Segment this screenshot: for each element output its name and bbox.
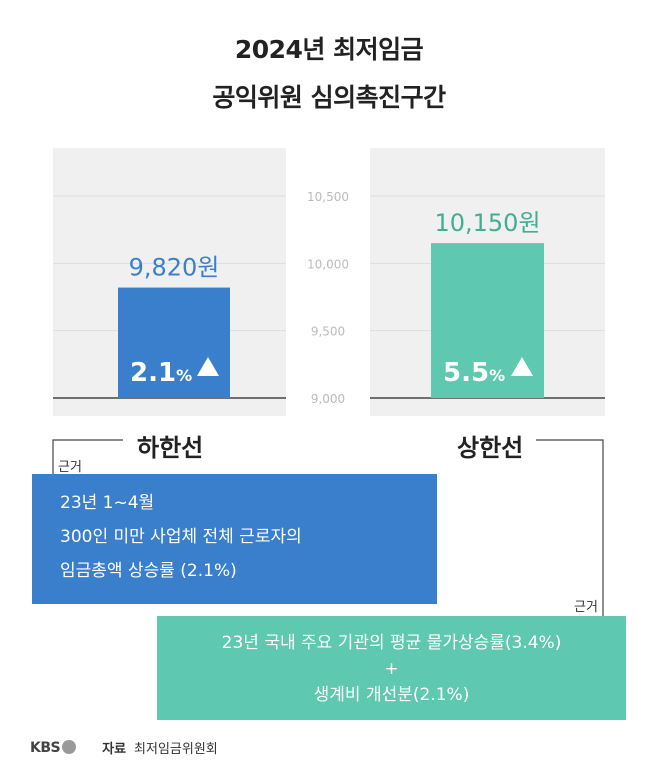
bar-value-label: 10,150원: [434, 209, 540, 237]
chart-title-line1: 2024년 최저임금: [234, 35, 424, 64]
source-key: 자료: [102, 742, 127, 757]
triangle-up-icon: [197, 357, 219, 376]
kbs-logo-icon: [62, 739, 77, 754]
y-tick-label: 9,000: [311, 392, 345, 406]
lower-basis-box: 23년 1~4월 300인 미만 사업체 전체 근로자의 임금총액 상승률 (2…: [32, 474, 437, 604]
bar-rate-label: 5.5%: [443, 358, 505, 388]
bar-value-label: 9,820원: [129, 254, 220, 282]
upper-basis-box: 23년 국내 주요 기관의 평균 물가상승률(3.4%) + 생계비 개선분(2…: [157, 616, 626, 720]
source-value: 최저임금위원회: [134, 742, 218, 757]
upper-basis-line: 생계비 개선분(2.1%): [313, 685, 470, 705]
lower-connector-line: [52, 439, 123, 476]
bar-rate-label: 2.1%: [130, 358, 192, 388]
upper-basis-line: 23년 국내 주요 기관의 평균 물가상승률(3.4%): [221, 633, 562, 653]
lower-basis-label: 근거: [58, 460, 82, 475]
y-tick-label: 10,500: [307, 190, 349, 204]
lower-basis-line: 임금총액 상승률 (2.1%): [60, 561, 237, 581]
bar: [118, 287, 230, 398]
lower-basis-line: 300인 미만 사업체 전체 근로자의: [60, 527, 302, 547]
kbs-logo: KBS: [30, 739, 77, 756]
upper-bound-label: 상한선: [457, 434, 524, 462]
y-tick-label: 9,500: [311, 325, 345, 339]
lower-basis-line: 23년 1~4월: [60, 493, 155, 513]
triangle-up-icon: [511, 357, 533, 376]
chart-title-line2: 공익위원 심의촉진구간: [212, 83, 446, 112]
y-tick-label: 10,000: [307, 257, 349, 271]
upper-connector-line: [536, 439, 604, 618]
upper-basis-label: 근거: [574, 600, 598, 615]
lower-bound-label: 하한선: [137, 434, 204, 462]
upper-basis-plus: +: [384, 659, 399, 679]
footer-source: KBS 자료 최저임금위원회: [30, 738, 218, 757]
